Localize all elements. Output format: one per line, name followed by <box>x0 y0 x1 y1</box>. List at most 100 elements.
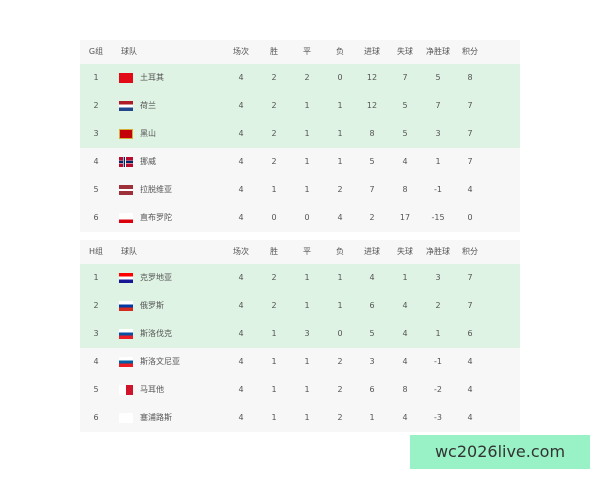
cyprus-flag-icon <box>119 413 133 423</box>
team-name[interactable]: 斯洛伐克 <box>140 329 172 338</box>
stat-cell: -15 <box>431 213 445 222</box>
column-header: 积分 <box>462 47 478 56</box>
stat-cell: 4 <box>238 329 244 338</box>
rank: 2 <box>93 101 99 110</box>
stat-cell: 4 <box>238 73 244 82</box>
stat-cell: 4 <box>238 213 244 222</box>
table-row[interactable]: 1 土耳其 4 2 2 0 12 7 5 8 <box>80 64 520 92</box>
turkey-flag-icon <box>119 73 133 83</box>
slovenia-flag-icon <box>119 357 133 367</box>
stat-cell: 8 <box>467 73 473 82</box>
table-row[interactable]: 2 俄罗斯 4 2 1 1 6 4 2 7 <box>80 292 520 320</box>
stat-cell: 1 <box>304 301 310 310</box>
stat-cell: 4 <box>467 185 473 194</box>
team-name[interactable]: 黑山 <box>140 129 156 138</box>
table-row[interactable]: 1 克罗地亚 4 2 1 1 4 1 3 7 <box>80 264 520 292</box>
column-header: 胜 <box>270 47 278 56</box>
team-name[interactable]: 荷兰 <box>140 101 156 110</box>
stat-cell: 8 <box>369 129 375 138</box>
stat-cell: 1 <box>271 385 277 394</box>
table-row[interactable]: 6 塞浦路斯 4 1 1 2 1 4 -3 4 <box>80 404 520 432</box>
rank: 1 <box>93 273 99 282</box>
stat-cell: 1 <box>271 357 277 366</box>
rank: 4 <box>93 357 99 366</box>
stat-cell: 4 <box>369 273 375 282</box>
rank: 5 <box>93 385 99 394</box>
table-row[interactable]: 6 直布罗陀 4 0 0 4 2 17 -15 0 <box>80 204 520 232</box>
stat-cell: 3 <box>304 329 310 338</box>
team-name[interactable]: 俄罗斯 <box>140 301 164 310</box>
rank: 6 <box>93 213 99 222</box>
stat-cell: 4 <box>238 101 244 110</box>
group-table: H组 球队 场次胜平负进球 失球 净胜球 积分 1 克罗地亚 4 2 1 1 4 1 3 7 2 俄罗斯 4 2 1 1 6… <box>80 240 520 432</box>
stat-cell: 4 <box>238 157 244 166</box>
stat-cell: 1 <box>337 101 343 110</box>
stat-cell: 4 <box>337 213 343 222</box>
stat-cell: -1 <box>434 357 442 366</box>
team-name[interactable]: 克罗地亚 <box>140 273 172 282</box>
stat-cell: 7 <box>467 301 473 310</box>
group-table: G组 球队 场次胜平负进球 失球 净胜球 积分 1 土耳其 4 2 2 0 12 7 5 8 2 荷兰 4 2 1 1 12… <box>80 40 520 232</box>
stat-cell: 4 <box>238 413 244 422</box>
stat-cell: 1 <box>304 185 310 194</box>
column-header: 净胜球 <box>426 247 450 256</box>
gibraltar-flag-icon <box>119 213 133 223</box>
table-row[interactable]: 5 马耳他 4 1 1 2 6 8 -2 4 <box>80 376 520 404</box>
column-header: 失球 <box>397 247 413 256</box>
stat-cell: 12 <box>366 101 378 110</box>
rank: 5 <box>93 185 99 194</box>
stat-cell: 2 <box>271 73 277 82</box>
rank: 3 <box>93 329 99 338</box>
table-row[interactable]: 2 荷兰 4 2 1 1 12 5 7 7 <box>80 92 520 120</box>
stat-cell: 4 <box>238 273 244 282</box>
stat-cell: 0 <box>304 213 310 222</box>
stat-cell: 7 <box>467 273 473 282</box>
team-name[interactable]: 土耳其 <box>140 73 164 82</box>
stat-cell: 1 <box>337 273 343 282</box>
stat-cell: 7 <box>467 157 473 166</box>
team-name[interactable]: 拉脱维亚 <box>140 185 172 194</box>
stat-cell: 3 <box>369 357 375 366</box>
stat-cell: 3 <box>435 129 441 138</box>
stat-cell: 1 <box>369 413 375 422</box>
table-row[interactable]: 4 斯洛文尼亚 4 1 1 2 3 4 -1 4 <box>80 348 520 376</box>
table-row[interactable]: 3 黑山 4 2 1 1 8 5 3 7 <box>80 120 520 148</box>
table-row[interactable]: 4 挪威 4 2 1 1 5 4 1 7 <box>80 148 520 176</box>
column-header: 进球 <box>364 47 380 56</box>
team-name[interactable]: 塞浦路斯 <box>140 413 172 422</box>
team-name[interactable]: 挪威 <box>140 157 156 166</box>
team-name[interactable]: 直布罗陀 <box>140 213 172 222</box>
column-header: 负 <box>336 47 344 56</box>
team-name[interactable]: 斯洛文尼亚 <box>140 357 180 366</box>
stat-cell: 5 <box>435 73 441 82</box>
stat-cell: 2 <box>337 385 343 394</box>
stat-cell: 2 <box>304 73 310 82</box>
stat-cell: 4 <box>238 385 244 394</box>
stat-cell: 4 <box>402 413 408 422</box>
stat-cell: 1 <box>435 329 441 338</box>
malta-flag-icon <box>119 385 133 395</box>
stat-cell: 8 <box>402 185 408 194</box>
slovakia-flag-icon <box>119 329 133 339</box>
column-header: 负 <box>336 247 344 256</box>
watermark: wc2026live.com <box>410 435 590 469</box>
stat-cell: 6 <box>467 329 473 338</box>
rank: 1 <box>93 73 99 82</box>
table-row[interactable]: 5 拉脱维亚 4 1 1 2 7 8 -1 4 <box>80 176 520 204</box>
stat-cell: 4 <box>238 129 244 138</box>
column-header: 失球 <box>397 47 413 56</box>
column-header: 净胜球 <box>426 47 450 56</box>
table-row[interactable]: 3 斯洛伐克 4 1 3 0 5 4 1 6 <box>80 320 520 348</box>
norway-flag-icon <box>119 157 133 167</box>
stat-cell: 5 <box>402 101 408 110</box>
stat-cell: 4 <box>402 301 408 310</box>
stat-cell: 4 <box>467 413 473 422</box>
table-header: H组 球队 场次 胜 平 负 进球 失球 净胜球 积分 <box>80 240 520 264</box>
stat-cell: 5 <box>369 329 375 338</box>
stat-cell: 8 <box>402 385 408 394</box>
stat-cell: 4 <box>467 385 473 394</box>
stat-cell: 4 <box>402 157 408 166</box>
team-name[interactable]: 马耳他 <box>140 385 164 394</box>
stat-cell: 2 <box>435 301 441 310</box>
stat-cell: 1 <box>337 157 343 166</box>
